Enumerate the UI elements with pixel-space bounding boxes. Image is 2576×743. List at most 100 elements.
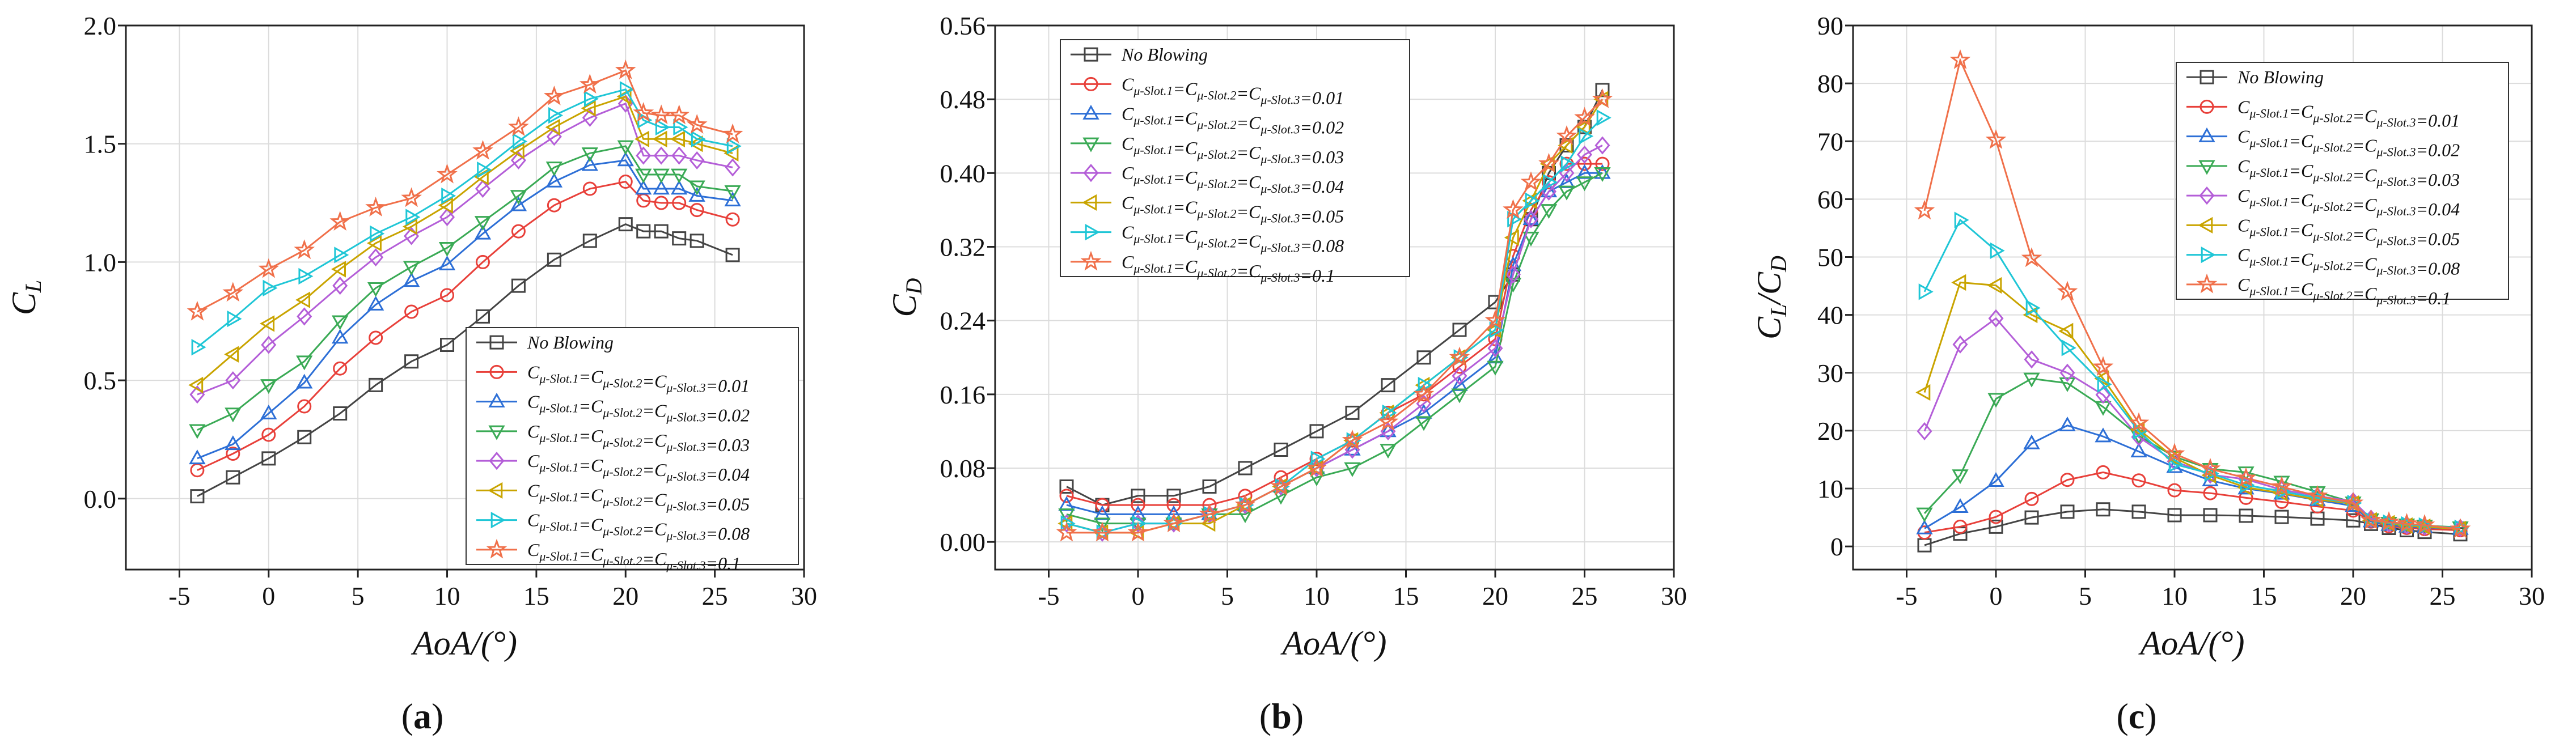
data-point [2167,483,2182,498]
data-point [404,354,419,369]
y-tick-label: 0.24 [940,307,986,336]
y-tick-label: 20 [1817,417,1843,445]
data-point [2025,299,2041,317]
data-point [1949,49,1971,69]
legend-label: Cμ-Slot.1=Cμ-Slot.2=Cμ-Slot.3=0.03 [1122,133,1344,167]
data-point [333,406,348,421]
data-point [1543,173,1558,191]
data-point [1595,156,1610,171]
data-point [1416,350,1431,365]
data-point [1522,210,1539,225]
data-point [189,449,206,465]
data-point [1234,494,1256,514]
data-point [1342,430,1363,449]
data-point [2023,372,2040,388]
data-point [547,252,561,267]
legend-label: Cμ-Slot.1=Cμ-Slot.2=Cμ-Slot.3=0.05 [527,480,750,514]
data-point [297,307,312,326]
x-tick-label: 5 [352,581,365,610]
data-point [1095,498,1110,512]
data-point [1306,457,1327,477]
x-tick-label: 20 [2340,581,2366,610]
series-line [1067,99,1604,534]
data-point [332,277,348,295]
data-point [189,424,206,439]
data-point [1987,472,2004,487]
legend-marker [1082,104,1099,120]
data-point [1489,321,1504,338]
y-tick-label: 70 [1817,127,1843,156]
y-axis-title: CL/CD [1750,256,1791,339]
data-point [2023,306,2038,324]
data-point [650,104,672,125]
data-point [2235,467,2257,487]
plot-frame [994,24,1675,571]
legend-label: Cμ-Slot.1=Cμ-Slot.2=Cμ-Slot.3=0.04 [2237,185,2460,219]
data-point [1577,120,1592,134]
data-point [440,288,455,303]
legend-label: Cμ-Slot.1=Cμ-Slot.2=Cμ-Slot.3=0.03 [527,421,750,455]
data-point [472,139,493,160]
data-point [332,315,349,330]
data-point [1594,167,1611,182]
data-point [2131,504,2146,519]
data-point [329,211,351,231]
legend-marker [488,425,505,440]
data-point [724,145,739,162]
data-point [2271,475,2292,496]
legend-marker [2199,99,2214,114]
data-point [226,470,240,485]
data-point [1200,515,1216,532]
data-point [332,329,349,344]
data-point [440,337,455,352]
data-point [401,187,422,207]
legend-label: No Blowing [2237,67,2324,87]
legend-marker [489,452,505,470]
data-point [1381,378,1395,393]
data-point [1987,277,2002,294]
data-point [1916,507,1933,523]
data-point [474,224,492,240]
x-tick-label: 5 [2079,581,2092,610]
data-point [261,427,276,442]
data-point [2346,513,2361,528]
data-point [225,371,241,390]
data-point [1576,176,1593,192]
data-point [671,180,688,195]
data-point [689,151,705,169]
panel-c: -5 0 5 10 15 20 25 30 0 10 20 30 40 50 60 70 80 90 AoA/(°)… [1750,11,2545,662]
x-tick-label: 20 [1482,581,1508,610]
data-point [1274,442,1288,457]
plot-frame [1852,24,2533,571]
y-tick-label: 0.5 [84,366,117,395]
data-point [1525,192,1540,209]
legend-marker [488,482,503,499]
legend-label: Cμ-Slot.1=Cμ-Slot.2=Cμ-Slot.3=0.01 [2237,96,2460,130]
legend-label: Cμ-Slot.1=Cμ-Slot.2=Cμ-Slot.3=0.1 [1122,252,1335,286]
data-point [510,196,527,211]
data-point [2021,247,2042,268]
data-point [511,224,526,239]
legend-label: Cμ-Slot.1=Cμ-Slot.2=Cμ-Slot.3=0.04 [527,451,750,485]
data-point [2167,508,2182,523]
data-point [2096,502,2110,517]
series-line [197,180,733,472]
data-point [2023,434,2040,449]
data-point [474,216,492,231]
data-point [258,258,280,278]
data-point [263,279,278,296]
data-point [260,404,277,419]
data-point [1916,519,1933,534]
data-point [1579,128,1594,145]
data-point [1952,335,1968,354]
data-point [2057,281,2078,301]
data-point [510,190,527,205]
data-point [366,235,382,252]
data-point [403,261,420,276]
data-point [1594,136,1610,155]
data-point [187,300,208,321]
data-point [1238,489,1253,503]
legend-marker [488,392,505,407]
data-point [1575,118,1591,135]
